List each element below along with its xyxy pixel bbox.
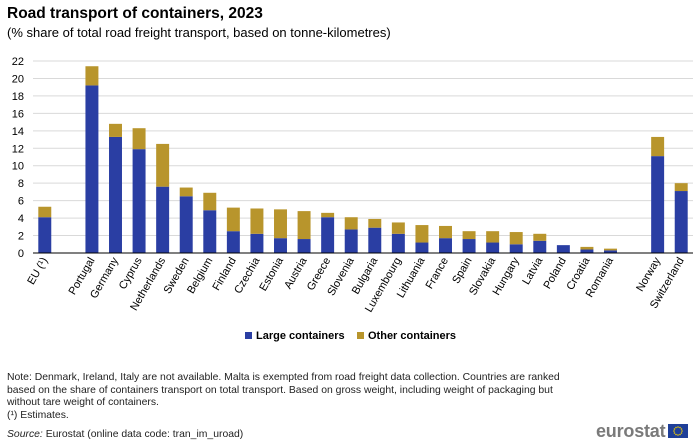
bar-large-containers [344, 229, 358, 253]
y-tick-label: 6 [18, 196, 24, 208]
bar-large-containers [391, 233, 405, 253]
bar-large-containers [556, 245, 570, 253]
logo-text: eurostat [596, 420, 666, 441]
bar-other-containers [274, 209, 287, 239]
bar-large-containers [85, 85, 99, 253]
bar-other-containers [604, 248, 617, 251]
bar-large-containers [297, 239, 311, 253]
bar-other-containers [321, 212, 335, 218]
bar-large-containers [580, 249, 594, 253]
chart-subtitle: (% share of total road freight transport… [7, 25, 391, 40]
y-tick-label: 2 [18, 231, 24, 243]
source-label: Source: [7, 429, 43, 440]
note-text: Note: Denmark, Ireland, Italy are not av… [7, 372, 560, 409]
y-tick-label: 16 [12, 108, 24, 120]
bar-other-containers [226, 207, 240, 232]
bar-other-containers [368, 218, 382, 228]
bar-large-containers [38, 217, 52, 253]
bar-large-containers [274, 238, 287, 253]
y-tick-label: 18 [12, 91, 24, 103]
y-tick-label: 12 [12, 143, 24, 155]
legend-label: Other containers [368, 330, 456, 342]
bar-large-containers [250, 233, 264, 253]
y-tick-label: 22 [12, 56, 24, 68]
bar-large-containers [179, 196, 193, 253]
y-tick-label: 20 [12, 73, 24, 85]
bar-other-containers [250, 208, 264, 234]
bar-large-containers [156, 186, 170, 253]
bar-other-containers [580, 246, 594, 250]
bar-large-containers [132, 149, 146, 253]
footnotes: Note: Denmark, Ireland, Italy are not av… [7, 372, 577, 422]
bar-large-containers [604, 250, 617, 253]
bar-large-containers [109, 136, 122, 253]
bar-other-containers [509, 232, 523, 245]
eurostat-logo[interactable]: eurostat [596, 420, 689, 442]
bar-large-containers [203, 210, 217, 253]
source-text: Eurostat (online data code: tran_im_uroa… [42, 429, 244, 440]
bar-large-containers [415, 242, 429, 253]
x-tick-label: France [424, 256, 452, 292]
x-tick-label: Spain [450, 256, 474, 286]
y-tick-label: 4 [18, 213, 24, 225]
bar-large-containers [651, 156, 665, 253]
bar-other-containers [344, 217, 358, 230]
bar-other-containers [674, 183, 688, 192]
bar-other-containers [132, 128, 146, 150]
x-tick-label: EU (¹) [25, 256, 50, 287]
bar-other-containers [651, 136, 665, 157]
legend-swatch [357, 332, 364, 339]
bar-other-containers [38, 206, 52, 218]
bar-other-containers [486, 231, 500, 243]
y-tick-label: 14 [12, 126, 24, 138]
bar-other-containers [391, 222, 405, 234]
chart-title: Road transport of containers, 2023 [7, 5, 263, 22]
bar-large-containers [509, 244, 523, 253]
bar-other-containers [462, 231, 476, 240]
x-tick-label: Latvia [520, 255, 546, 287]
bar-large-containers [486, 242, 500, 253]
bar-other-containers [533, 233, 547, 241]
bar-other-containers [85, 66, 99, 86]
y-tick-label: 8 [18, 178, 24, 190]
eu-flag-icon [668, 424, 689, 438]
bar-other-containers [297, 211, 311, 240]
bar-other-containers [109, 123, 122, 137]
bar-other-containers [156, 143, 170, 187]
legend-label: Large containers [256, 330, 345, 342]
y-tick-label: 10 [12, 161, 24, 173]
bar-large-containers [674, 191, 688, 253]
bar-large-containers [321, 217, 335, 253]
legend-swatch [245, 332, 252, 339]
bar-large-containers [533, 240, 547, 253]
bar-large-containers [462, 239, 476, 253]
source-line: Source: Eurostat (online data code: tran… [7, 429, 243, 440]
bar-other-containers [439, 225, 452, 239]
bar-large-containers [439, 238, 452, 253]
bar-large-containers [226, 231, 240, 253]
bar-other-containers [203, 192, 217, 211]
bar-other-containers [415, 225, 429, 243]
bar-large-containers [368, 227, 382, 253]
x-tick-label: Estonia [257, 255, 286, 294]
bar-other-containers [179, 187, 193, 197]
y-tick-label: 0 [18, 248, 24, 260]
estimates-note: (¹) Estimates. [7, 409, 69, 421]
